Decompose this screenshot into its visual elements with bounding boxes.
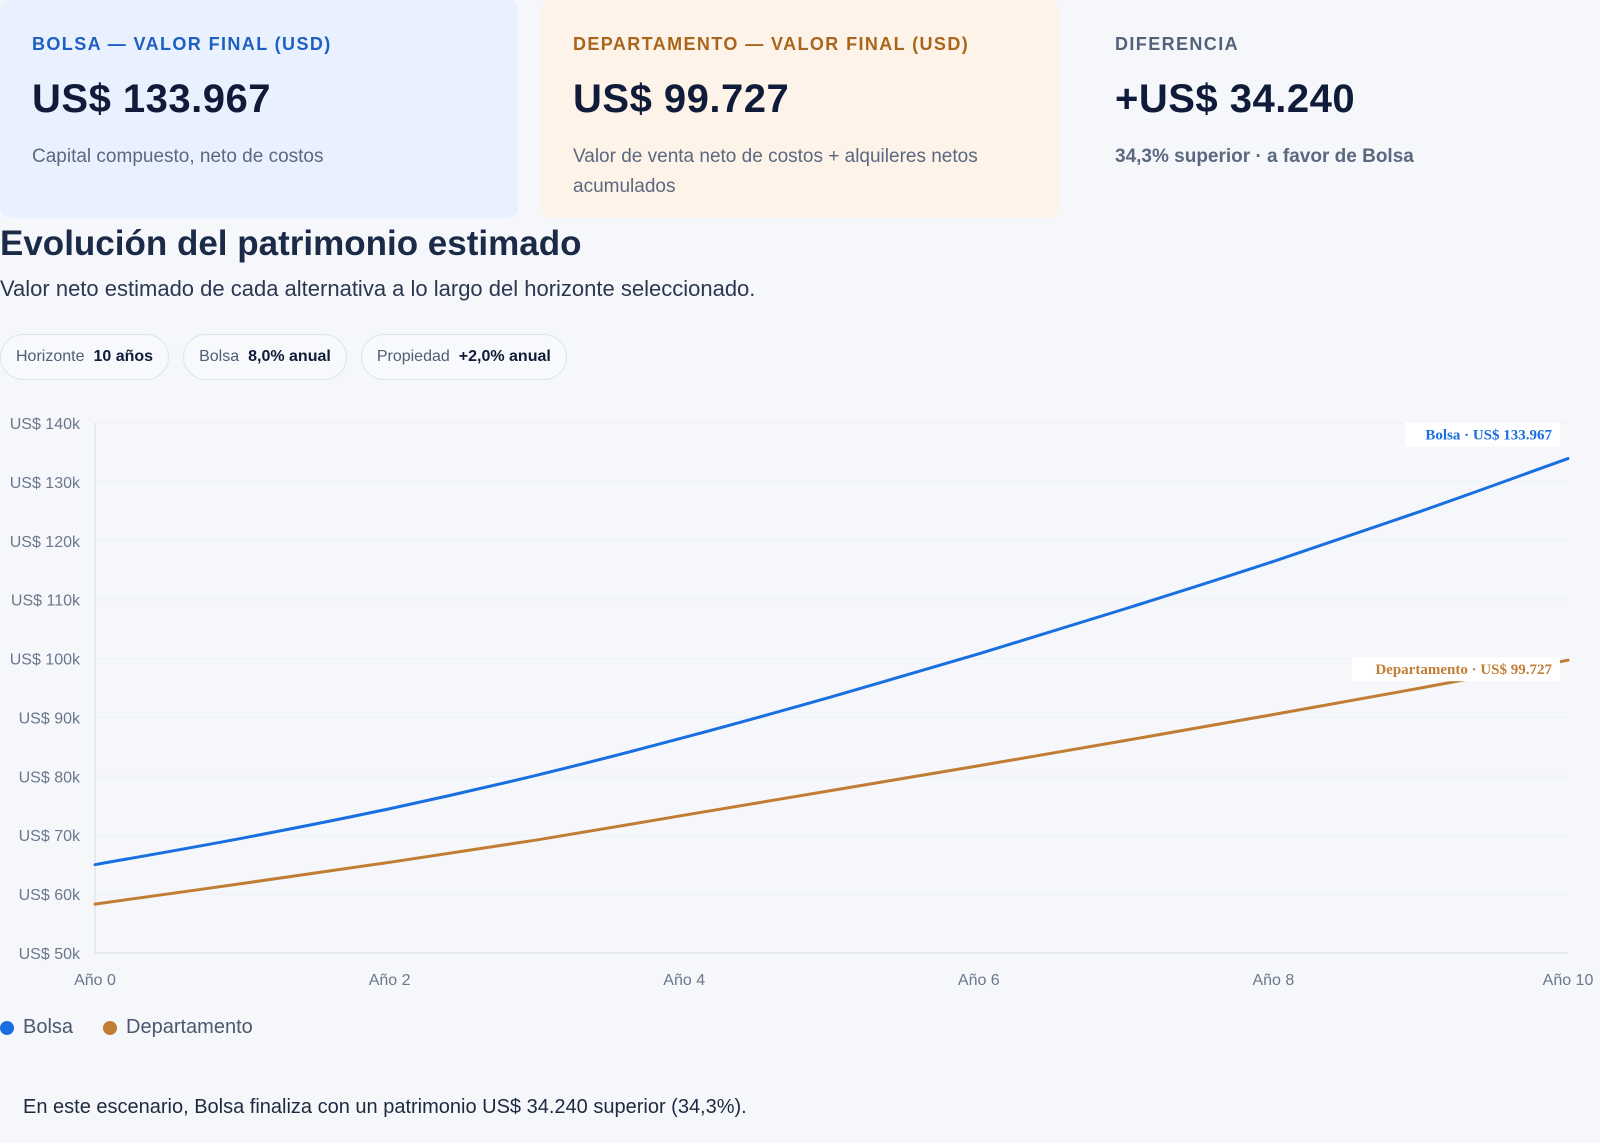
card-departamento-subtext: Valor de venta neto de costos + alquiler… — [573, 146, 978, 197]
y-tick-label: US$ 100k — [10, 652, 81, 669]
legend-item-bolsa[interactable]: Bolsa — [0, 1016, 73, 1039]
card-departamento-value: US$ 99.727 — [573, 77, 790, 121]
end-label-bolsa: Bolsa · US$ 133.967 — [1425, 428, 1552, 444]
card-diferencia-value: +US$ 34.240 — [1115, 77, 1356, 121]
y-tick-label: US$ 50k — [19, 946, 81, 963]
section-subtitle: Valor neto estimado de cada alternativa … — [0, 276, 756, 301]
card-bolsa-subtext: Capital compuesto, neto de costos — [32, 146, 324, 167]
series-line-bolsa — [93, 457, 1570, 867]
card-diferencia-subtext: 34,3% superior · a favor de Bolsa — [1115, 146, 1414, 167]
card-bolsa-label: BOLSA — VALOR FINAL (USD) — [32, 34, 332, 54]
section-title: Evolución del patrimonio estimado — [0, 224, 582, 263]
chart-legend: Bolsa Departamento — [0, 1016, 253, 1039]
legend-dot-departamento — [103, 1020, 118, 1035]
pill-horizonte-value: 10 años — [93, 348, 154, 365]
x-tick-label: Año 8 — [1252, 972, 1294, 985]
pill-bolsa: Bolsa 8,0% anual — [183, 334, 347, 380]
y-tick-label: US$ 120k — [10, 534, 81, 551]
summary-cards: BOLSA — VALOR FINAL (USD) US$ 133.967 Ca… — [0, 0, 1600, 218]
pill-bolsa-value: 8,0% anual — [248, 348, 331, 365]
x-tick-label: Año 6 — [958, 972, 1000, 985]
x-tick-label: Año 2 — [369, 972, 411, 985]
card-diferencia: DIFERENCIA +US$ 34.240 34,3% superior · … — [1083, 0, 1583, 218]
end-label-bg-bolsa — [1405, 422, 1560, 447]
pill-bolsa-label: Bolsa — [199, 348, 240, 365]
legend-dot-bolsa — [0, 1020, 14, 1035]
pill-propiedad-value: +2,0% anual — [458, 348, 551, 365]
legend-label-departamento: Departamento — [126, 1016, 253, 1038]
scenario-footnote: En este escenario, Bolsa finaliza con un… — [23, 1096, 747, 1118]
card-bolsa: BOLSA — VALOR FINAL (USD) US$ 133.967 Ca… — [0, 0, 518, 218]
assumption-pills: Horizonte 10 años Bolsa 8,0% anual Propi… — [0, 334, 567, 380]
end-label-departamento: Departamento · US$ 99.727 — [1375, 662, 1552, 678]
series-line-departamento — [93, 658, 1570, 906]
card-diferencia-label: DIFERENCIA — [1115, 34, 1240, 54]
pill-horizonte: Horizonte 10 años — [0, 334, 170, 380]
x-tick-label: Año 0 — [74, 972, 116, 985]
pill-propiedad: Propiedad +2,0% anual — [360, 334, 567, 380]
y-tick-label: US$ 140k — [10, 416, 81, 433]
end-label-bg-departamento — [1352, 657, 1560, 682]
card-departamento: DEPARTAMENTO — VALOR FINAL (USD) US$ 99.… — [541, 0, 1059, 218]
y-tick-label: US$ 130k — [10, 475, 81, 492]
y-tick-label: US$ 110k — [11, 593, 81, 610]
legend-item-departamento[interactable]: Departamento — [103, 1016, 253, 1039]
x-tick-label: Año 4 — [663, 972, 705, 985]
y-tick-label: US$ 60k — [19, 887, 81, 904]
card-bolsa-value: US$ 133.967 — [32, 77, 272, 121]
y-tick-label: US$ 70k — [19, 828, 81, 845]
x-tick-label: Año 10 — [1543, 972, 1594, 985]
patrimonio-line-chart: US$ 50k US$ 60k US$ 70k US$ 80k US$ 90k US$ 1… — [10, 416, 1594, 985]
card-departamento-label: DEPARTAMENTO — VALOR FINAL (USD) — [573, 34, 970, 54]
legend-label-bolsa: Bolsa — [23, 1016, 74, 1038]
y-tick-label: US$ 90k — [19, 710, 81, 727]
y-tick-label: US$ 80k — [19, 769, 81, 786]
pill-horizonte-label: Horizonte — [16, 348, 85, 365]
pill-propiedad-label: Propiedad — [376, 348, 450, 365]
